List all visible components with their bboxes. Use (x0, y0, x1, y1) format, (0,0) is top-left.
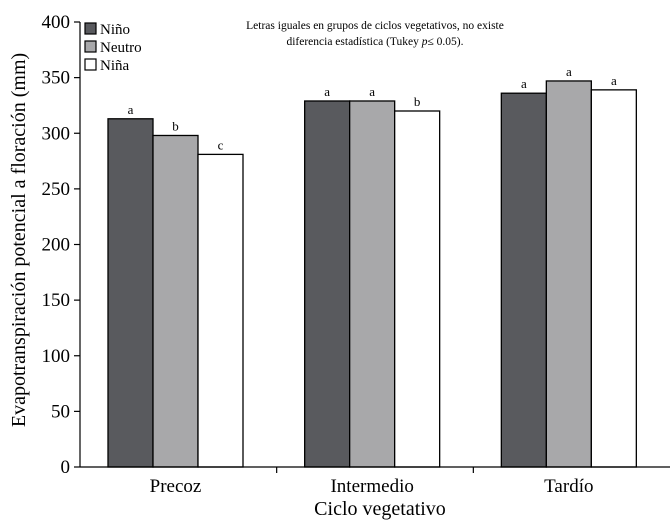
y-tick-label: 100 (42, 346, 71, 367)
significance-label: a (611, 73, 617, 88)
bar (590, 89, 637, 468)
significance-label: a (521, 76, 527, 91)
significance-label: a (369, 84, 375, 99)
annotation-line2-italic: p (421, 36, 428, 48)
legend-label: Niña (100, 58, 130, 74)
category-label: Precoz (150, 476, 202, 497)
bar (349, 100, 396, 468)
bar (197, 153, 244, 468)
significance-label: a (566, 64, 572, 79)
legend-label: Neutro (100, 40, 142, 56)
x-axis-title: Ciclo vegetativo (314, 498, 446, 520)
legend-swatch (84, 40, 97, 53)
legend-label: Niño (100, 22, 130, 38)
category-label: Intermedio (330, 476, 413, 497)
significance-label: a (128, 102, 134, 117)
significance-labels: a b c a a b a a a (128, 64, 617, 152)
y-tick-label: 300 (42, 123, 71, 144)
y-tick-label: 200 (42, 235, 71, 256)
bar (152, 134, 199, 468)
y-tick-label: 150 (42, 290, 71, 311)
significance-label: c (218, 137, 224, 152)
y-tick-label: 350 (42, 68, 71, 89)
bar (304, 100, 351, 468)
y-tick-label: 0 (61, 457, 71, 478)
y-axis-ticks: 0 50 100 150 200 250 300 350 400 (42, 12, 80, 478)
annotation-line2-prefix: diferencia estadística (Tukey (286, 36, 421, 48)
y-tick-label: 400 (42, 12, 71, 33)
annotation-line2-suffix: ≤ 0.05). (428, 36, 464, 48)
bar (107, 118, 154, 468)
bars (107, 80, 637, 468)
bar (500, 92, 547, 468)
legend: Niño Neutro Niña (84, 22, 142, 74)
y-tick-label: 250 (42, 179, 71, 200)
y-tick-label: 50 (51, 401, 70, 422)
annotation-line1: Letras iguales en grupos de ciclos veget… (246, 20, 504, 32)
y-axis-title: Evapotranspiración potencial a floración… (8, 53, 30, 427)
significance-label: b (414, 94, 421, 109)
annotation-line2: diferencia estadística (Tukey p≤ 0.05). (286, 36, 463, 48)
x-axis-ticks (276, 467, 474, 473)
category-label: Tardío (544, 476, 593, 497)
category-labels: Precoz Intermedio Tardío (150, 476, 594, 497)
annotation: Letras iguales en grupos de ciclos veget… (246, 20, 504, 48)
significance-label: b (172, 118, 179, 133)
bar (394, 110, 441, 468)
legend-swatch (84, 22, 97, 35)
legend-swatch (84, 58, 97, 71)
bar (545, 80, 592, 468)
significance-label: a (324, 84, 330, 99)
